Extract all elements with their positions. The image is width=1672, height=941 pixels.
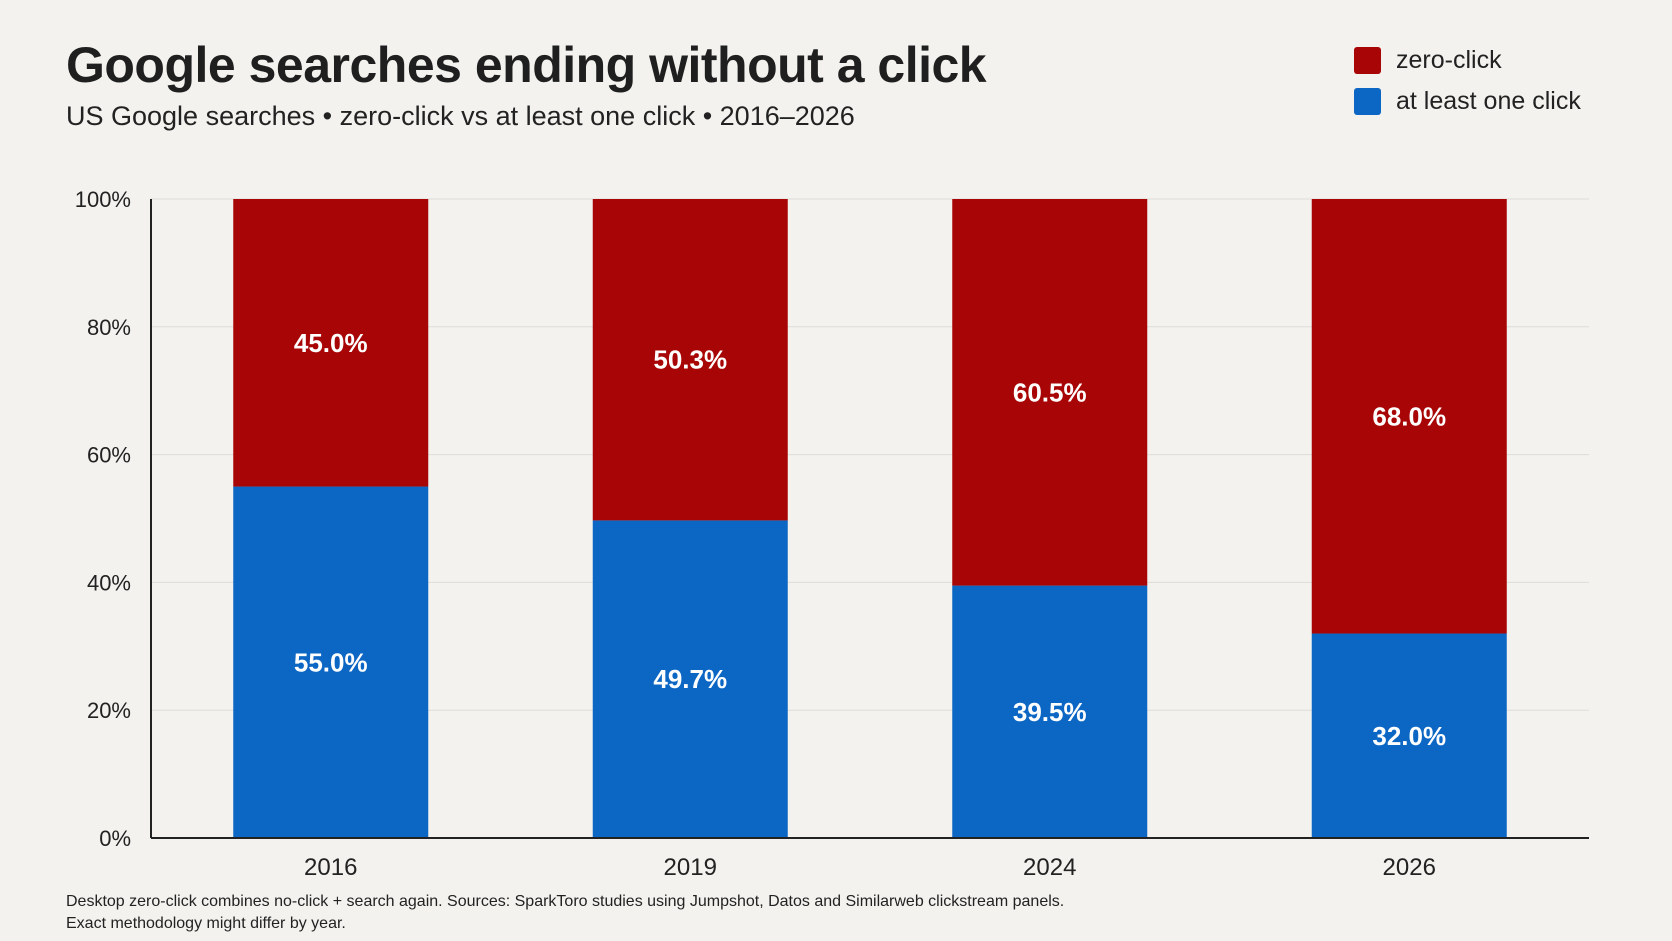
chart-subtitle: US Google searches • zero-click vs at le… — [66, 101, 855, 131]
x-tick-label: 2019 — [664, 854, 717, 881]
bar-click-2016 — [233, 486, 429, 838]
legend: zero-click at least one click — [1354, 46, 1581, 128]
bar-zero-click-2026 — [1311, 199, 1507, 634]
data-label: 32.0% — [1372, 721, 1446, 751]
bar-zero-click-2019 — [592, 199, 788, 521]
legend-item-zero-click: zero-click — [1354, 46, 1581, 74]
legend-swatch-click — [1354, 87, 1381, 115]
bar-click-2019 — [592, 520, 788, 838]
y-tick-label: 20% — [87, 698, 131, 723]
legend-label-click: at least one click — [1396, 86, 1581, 115]
x-tick-label: 2026 — [1383, 854, 1436, 881]
chart-title: Google searches ending without a click — [66, 37, 987, 93]
x-tick-label: 2024 — [1023, 854, 1076, 881]
bar-click-2024 — [952, 585, 1148, 838]
data-label: 55.0% — [294, 647, 368, 677]
y-tick-label: 40% — [87, 570, 131, 595]
footnote-line-1: Desktop zero-click combines no-click + s… — [66, 893, 1065, 910]
bar-click-2026 — [1311, 633, 1507, 838]
y-tick-label: 0% — [99, 826, 131, 851]
data-label: 68.0% — [1372, 401, 1446, 431]
y-tick-label: 80% — [87, 315, 131, 340]
x-tick-label: 2016 — [304, 854, 357, 881]
legend-item-click: at least one click — [1354, 87, 1581, 115]
y-tick-label: 100% — [75, 187, 131, 212]
data-label: 39.5% — [1013, 697, 1087, 727]
bar-zero-click-2016 — [233, 199, 429, 487]
footnote: Desktop zero-click combines no-click + s… — [66, 891, 1064, 935]
data-label: 60.5% — [1013, 377, 1087, 407]
data-label: 45.0% — [294, 328, 368, 358]
data-label: 49.7% — [653, 664, 727, 694]
data-label: 50.3% — [653, 345, 727, 375]
legend-swatch-zero-click — [1354, 46, 1381, 74]
bar-zero-click-2024 — [952, 199, 1148, 586]
legend-label-zero-click: zero-click — [1396, 45, 1502, 74]
footnote-line-2: Exact methodology might differ by year. — [66, 915, 346, 932]
y-tick-label: 60% — [87, 443, 131, 468]
